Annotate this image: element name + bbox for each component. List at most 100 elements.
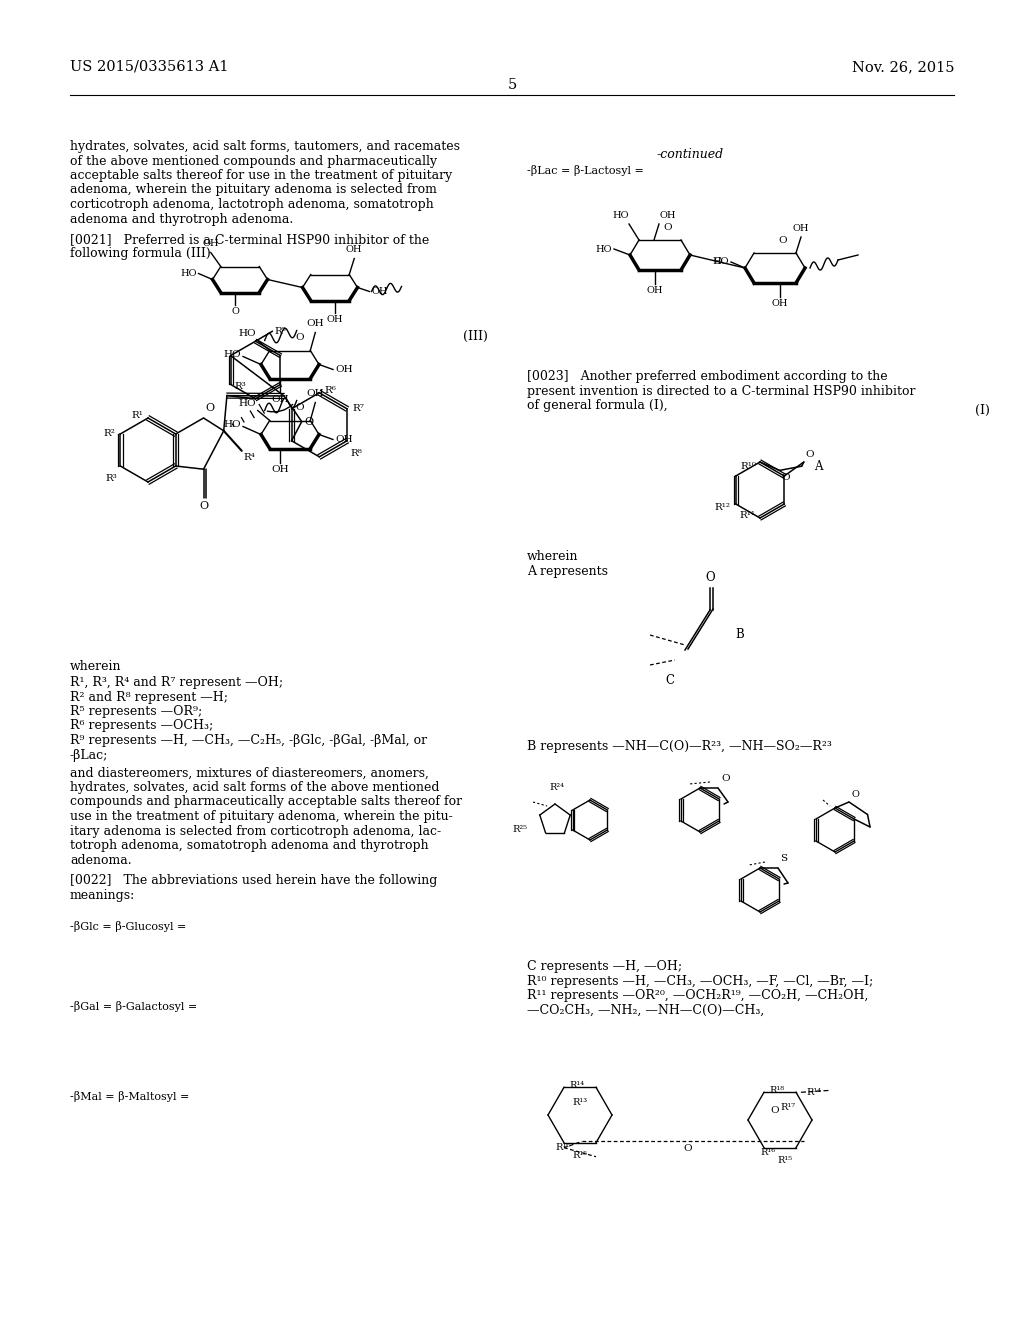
Text: B represents —NH—C(O)—R²³, —NH—SO₂—R²³: B represents —NH—C(O)—R²³, —NH—SO₂—R²³ <box>527 741 831 752</box>
Text: OH: OH <box>306 389 325 399</box>
Text: R⁷: R⁷ <box>352 404 364 413</box>
Text: O: O <box>664 223 673 232</box>
Text: O: O <box>706 572 715 583</box>
Text: (I): (I) <box>975 404 990 417</box>
Text: O: O <box>305 417 313 426</box>
Text: R³: R³ <box>234 381 247 391</box>
Text: R¹: R¹ <box>131 412 143 421</box>
Text: -βLac;: -βLac; <box>70 748 109 762</box>
Text: R²⁵: R²⁵ <box>512 825 527 834</box>
Text: R¹⁰: R¹⁰ <box>740 462 757 471</box>
Text: OH: OH <box>659 211 676 220</box>
Text: O: O <box>851 789 859 799</box>
Text: R⁴: R⁴ <box>244 453 256 462</box>
Text: OH: OH <box>647 286 664 294</box>
Text: HO: HO <box>223 420 241 429</box>
Text: [0023]   Another preferred embodiment according to the: [0023] Another preferred embodiment acco… <box>527 370 888 383</box>
Text: B: B <box>735 628 743 642</box>
Text: R¹⁸: R¹⁸ <box>769 1086 784 1094</box>
Text: and diastereomers, mixtures of diastereomers, anomers,: and diastereomers, mixtures of diastereo… <box>70 767 429 780</box>
Text: O: O <box>296 404 304 412</box>
Text: A: A <box>814 459 822 473</box>
Text: R¹²: R¹² <box>715 503 731 511</box>
Text: R²: R² <box>103 429 116 438</box>
Text: OH: OH <box>793 224 809 234</box>
Text: OH: OH <box>335 366 352 374</box>
Text: HO: HO <box>238 400 256 408</box>
Text: HO: HO <box>180 269 197 279</box>
Text: R⁵ represents —OR⁹;: R⁵ represents —OR⁹; <box>70 705 203 718</box>
Text: OH: OH <box>271 465 289 474</box>
Text: of general formula (I),: of general formula (I), <box>527 399 668 412</box>
Text: O: O <box>806 450 814 459</box>
Text: acceptable salts thereof for use in the treatment of pituitary: acceptable salts thereof for use in the … <box>70 169 453 182</box>
Text: adenoma and thyrotroph adenoma.: adenoma and thyrotroph adenoma. <box>70 213 293 226</box>
Text: present invention is directed to a C-terminal HSP90 inhibitor: present invention is directed to a C-ter… <box>527 384 915 397</box>
Text: -βGal = β-Galactosyl =: -βGal = β-Galactosyl = <box>70 1001 198 1011</box>
Text: OH: OH <box>372 286 388 296</box>
Text: hydrates, solvates, acid salt forms of the above mentioned: hydrates, solvates, acid salt forms of t… <box>70 781 439 795</box>
Text: OH: OH <box>346 246 362 255</box>
Text: O: O <box>296 334 304 342</box>
Text: R¹⁵: R¹⁵ <box>572 1151 588 1160</box>
Text: HO: HO <box>238 330 256 338</box>
Text: wherein: wherein <box>527 550 579 564</box>
Text: Nov. 26, 2015: Nov. 26, 2015 <box>852 59 954 74</box>
Text: R¹⁵: R¹⁵ <box>777 1156 793 1164</box>
Text: R⁶ represents —OCH₃;: R⁶ represents —OCH₃; <box>70 719 213 733</box>
Text: R¹⁷: R¹⁷ <box>780 1104 796 1111</box>
Text: 5: 5 <box>507 78 517 92</box>
Text: hydrates, solvates, acid salt forms, tautomers, and racemates: hydrates, solvates, acid salt forms, tau… <box>70 140 460 153</box>
Text: R¹¹: R¹¹ <box>739 511 755 520</box>
Text: R¹, R³, R⁴ and R⁷ represent —OH;: R¹, R³, R⁴ and R⁷ represent —OH; <box>70 676 283 689</box>
Text: R⁸: R⁸ <box>350 449 361 458</box>
Text: US 2015/0335613 A1: US 2015/0335613 A1 <box>70 59 228 74</box>
Text: -βGlc = β-Glucosyl =: -βGlc = β-Glucosyl = <box>70 920 186 932</box>
Text: O: O <box>778 236 787 246</box>
Text: use in the treatment of pituitary adenoma, wherein the pitu-: use in the treatment of pituitary adenom… <box>70 810 453 822</box>
Text: adenoma.: adenoma. <box>70 854 132 866</box>
Text: R⁹ represents —H, —CH₃, —C₂H₅, -βGlc, -βGal, -βMal, or: R⁹ represents —H, —CH₃, —C₂H₅, -βGlc, -β… <box>70 734 427 747</box>
Text: R¹¹ represents —OR²⁰, —OCH₂R¹⁹, —CO₂H, —CH₂OH,: R¹¹ represents —OR²⁰, —OCH₂R¹⁹, —CO₂H, —… <box>527 989 868 1002</box>
Text: S: S <box>780 854 787 863</box>
Text: O: O <box>684 1144 692 1154</box>
Text: meanings:: meanings: <box>70 888 135 902</box>
Text: -βMal = β-Maltosyl =: -βMal = β-Maltosyl = <box>70 1090 189 1101</box>
Text: O: O <box>713 257 722 267</box>
Text: A represents: A represents <box>527 565 608 578</box>
Text: C represents —H, —OH;: C represents —H, —OH; <box>527 960 682 973</box>
Text: R¹⁶: R¹⁶ <box>761 1148 776 1158</box>
Text: of the above mentioned compounds and pharmaceutically: of the above mentioned compounds and pha… <box>70 154 437 168</box>
Text: C: C <box>665 673 674 686</box>
Text: R²⁴: R²⁴ <box>550 783 564 792</box>
Text: HO: HO <box>713 257 729 267</box>
Text: HO: HO <box>223 350 241 359</box>
Text: OH: OH <box>772 300 788 308</box>
Text: [0022]   The abbreviations used herein have the following: [0022] The abbreviations used herein hav… <box>70 874 437 887</box>
Text: R³: R³ <box>105 474 118 483</box>
Text: wherein: wherein <box>70 660 122 673</box>
Text: R⁵: R⁵ <box>274 326 287 335</box>
Text: —CO₂CH₃, —NH₂, —NH—C(O)—CH₃,: —CO₂CH₃, —NH₂, —NH—C(O)—CH₃, <box>527 1003 764 1016</box>
Text: HO: HO <box>596 244 612 253</box>
Text: following formula (III): following formula (III) <box>70 248 211 260</box>
Text: O: O <box>771 1106 779 1115</box>
Text: -continued: -continued <box>656 148 724 161</box>
Text: compounds and pharmaceutically acceptable salts thereof for: compounds and pharmaceutically acceptabl… <box>70 796 462 808</box>
Text: OH: OH <box>306 319 325 329</box>
Text: itary adenoma is selected from corticotroph adenoma, lac-: itary adenoma is selected from corticotr… <box>70 825 441 837</box>
Text: R¹⁰ represents —H, —CH₃, —OCH₃, —F, —Cl, —Br, —I;: R¹⁰ represents —H, —CH₃, —OCH₃, —F, —Cl,… <box>527 974 873 987</box>
Text: O: O <box>206 403 215 413</box>
Text: O: O <box>721 774 730 783</box>
Text: R¹³: R¹³ <box>572 1098 588 1107</box>
Text: corticotroph adenoma, lactotroph adenoma, somatotroph: corticotroph adenoma, lactotroph adenoma… <box>70 198 434 211</box>
Text: R¹⁶: R¹⁶ <box>556 1143 571 1152</box>
Text: OH: OH <box>327 314 343 323</box>
Text: totroph adenoma, somatotroph adenoma and thyrotroph: totroph adenoma, somatotroph adenoma and… <box>70 840 429 851</box>
Text: OH: OH <box>335 436 352 444</box>
Text: O: O <box>781 474 791 482</box>
Text: O: O <box>231 306 239 315</box>
Text: R⁶: R⁶ <box>325 387 336 395</box>
Text: R¹⁴: R¹⁴ <box>569 1081 584 1090</box>
Text: OH: OH <box>203 239 219 248</box>
